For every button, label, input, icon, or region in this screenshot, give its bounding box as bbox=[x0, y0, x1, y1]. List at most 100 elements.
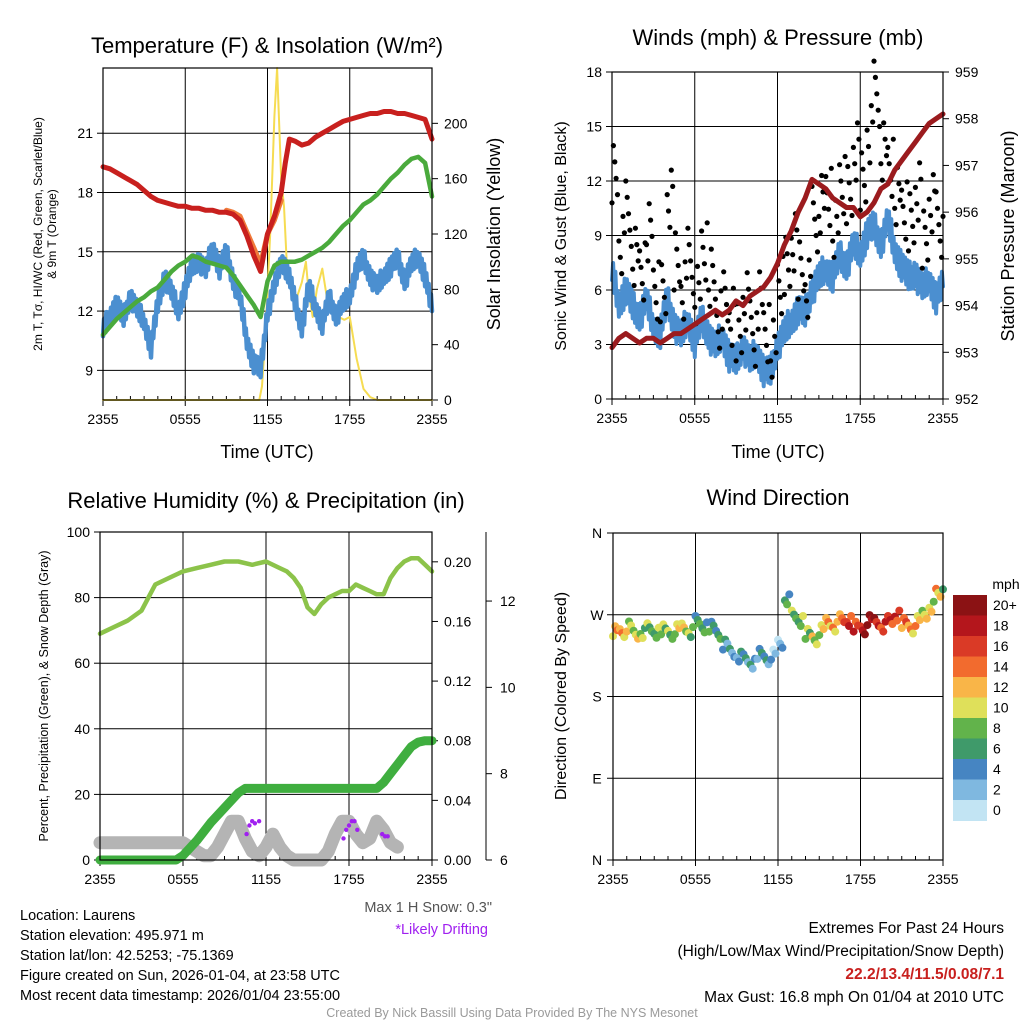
tsigma-line bbox=[100, 241, 435, 380]
gust-point bbox=[685, 225, 691, 231]
sonic-wind-line bbox=[610, 208, 945, 389]
gust-point bbox=[668, 167, 674, 173]
gust-point bbox=[712, 296, 719, 302]
speed-color-legend: mph 20+ 18 16 14 12 10 8 6 4 2 0 bbox=[953, 576, 1020, 821]
gust-point bbox=[759, 301, 765, 308]
snow-tick-label: 10 bbox=[500, 679, 516, 695]
y2-axis-label: Station Pressure (Maroon) bbox=[998, 130, 1018, 341]
gust-point bbox=[830, 238, 836, 244]
gust-point bbox=[718, 288, 724, 294]
gust-point bbox=[886, 161, 892, 167]
gust-point bbox=[785, 267, 792, 273]
direction-point bbox=[705, 627, 714, 636]
gust-point bbox=[637, 248, 643, 254]
direction-point bbox=[686, 633, 695, 642]
gust-point bbox=[863, 199, 869, 205]
gust-point bbox=[817, 230, 823, 236]
direction-tick-label: E bbox=[592, 770, 601, 786]
gust-point bbox=[903, 236, 909, 242]
gust-point bbox=[875, 107, 881, 113]
credit-text: Created By Nick Bassill Using Data Provi… bbox=[326, 1006, 698, 1020]
gust-point bbox=[865, 143, 872, 150]
relative-humidity-line bbox=[97, 555, 435, 636]
gust-point bbox=[641, 297, 647, 303]
legend-label: 4 bbox=[993, 761, 1001, 777]
legend-label: 16 bbox=[993, 638, 1009, 654]
max-gust-text: Max Gust: 16.8 mph On 01/04 at 2010 UTC bbox=[704, 989, 1004, 1006]
gust-point bbox=[890, 136, 896, 142]
x-tick-label: 1155 bbox=[252, 411, 282, 427]
gust-point bbox=[921, 208, 927, 214]
direction-point bbox=[815, 631, 824, 640]
drifting-point bbox=[256, 819, 262, 824]
drifting-point bbox=[352, 819, 357, 824]
legend-swatch bbox=[953, 615, 987, 637]
gust-point bbox=[740, 294, 746, 300]
direction-tick-label: S bbox=[592, 689, 601, 705]
gust-point bbox=[776, 278, 782, 284]
gust-point bbox=[853, 177, 859, 183]
gust-point bbox=[914, 201, 920, 207]
gust-point bbox=[917, 160, 923, 166]
winds-pressure-panel: 2355 0555 1155 1755 2355 0 3 6 9 12 15 18 952 953 954 9… bbox=[553, 25, 1018, 462]
gust-point bbox=[692, 304, 698, 310]
plot-border bbox=[99, 531, 433, 861]
gust-point bbox=[741, 311, 748, 317]
direction-point bbox=[849, 627, 858, 636]
gust-point bbox=[905, 248, 912, 254]
gust-point bbox=[787, 283, 793, 289]
direction-point bbox=[771, 649, 780, 658]
gust-point bbox=[806, 257, 812, 263]
extremes-box: Extremes For Past 24 Hours (High/Low/Max… bbox=[560, 917, 1005, 1009]
legend-swatch bbox=[953, 738, 987, 760]
gust-point bbox=[918, 176, 924, 182]
y-tick-label: 6 bbox=[594, 282, 602, 298]
drifting-point bbox=[385, 834, 390, 839]
gust-point bbox=[867, 160, 873, 166]
gust-point bbox=[810, 200, 817, 206]
gust-point bbox=[892, 205, 898, 211]
gust-point bbox=[860, 166, 866, 172]
y-tick-label: 15 bbox=[586, 119, 602, 135]
gust-point bbox=[675, 262, 681, 269]
direction-point bbox=[801, 634, 810, 643]
gust-point bbox=[616, 238, 622, 244]
gust-point bbox=[660, 278, 666, 284]
gust-point bbox=[701, 261, 708, 267]
gust-point bbox=[682, 259, 688, 265]
gust-point bbox=[752, 363, 759, 369]
chart-title: Temperature (F) & Insolation (W/m²) bbox=[91, 33, 443, 58]
gust-point bbox=[805, 314, 811, 320]
gust-point bbox=[770, 317, 777, 323]
gust-point bbox=[743, 327, 749, 333]
drifting-point bbox=[247, 823, 252, 828]
legend-label: 0 bbox=[993, 802, 1001, 818]
y-tick-label: 12 bbox=[586, 173, 602, 189]
legend-swatch bbox=[953, 779, 987, 801]
legend-label: 2 bbox=[993, 782, 1001, 798]
direction-point bbox=[922, 614, 931, 623]
snow-tick-label: 8 bbox=[500, 766, 508, 782]
gust-point bbox=[707, 303, 713, 309]
plot-border bbox=[102, 67, 433, 401]
direction-point bbox=[670, 630, 679, 639]
gust-point bbox=[923, 241, 930, 247]
gust-point bbox=[757, 269, 763, 275]
y2-tick-label: 955 bbox=[955, 251, 979, 267]
gust-point bbox=[772, 333, 778, 339]
direction-point bbox=[689, 623, 697, 632]
y2-tick-label: 954 bbox=[955, 298, 979, 314]
precip-tick-label: 0.08 bbox=[444, 733, 471, 749]
x-axis-label: Time (UTC) bbox=[220, 442, 313, 462]
y2-tick-label: 0 bbox=[444, 392, 452, 408]
x-tick-label: 2355 bbox=[597, 871, 628, 887]
gust-point bbox=[663, 311, 669, 317]
station-pressure-line bbox=[609, 111, 946, 351]
gust-point bbox=[854, 120, 861, 126]
gust-point bbox=[872, 74, 879, 80]
recent-data-text: Most recent data timestamp: 2026/01/04 2… bbox=[20, 988, 341, 1004]
gust-point bbox=[617, 254, 623, 260]
x-tick-label: 1155 bbox=[762, 410, 792, 426]
gust-point bbox=[748, 314, 754, 320]
extremes-values: 22.2/13.4/11.5/0.08/7.1 bbox=[845, 966, 1004, 983]
